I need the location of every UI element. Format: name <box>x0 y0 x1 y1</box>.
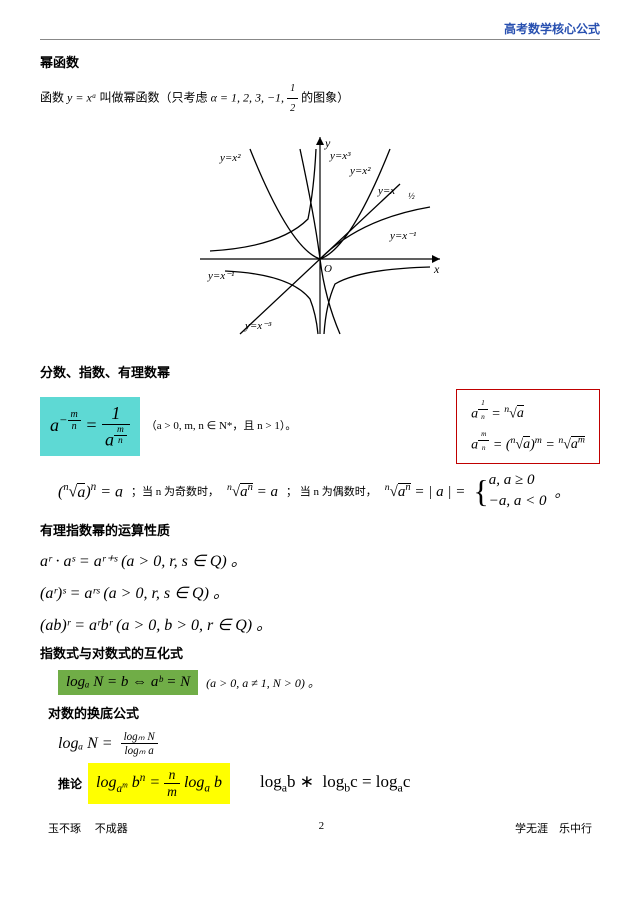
label-yxm1-left: y=x⁻¹ <box>207 270 234 282</box>
footer-page-num: 2 <box>319 820 325 836</box>
exp-rule-1: aʳ · aˢ = aʳ⁺ˢ (a > 0, r, s ∈ Q) 。 <box>40 547 600 571</box>
power-fn-intro: 函数 y = xᵅ 叫做幂函数（只考虑 α = 1, 2, 3, −1, 1 2… <box>40 79 600 119</box>
intro-half-den: 2 <box>287 99 298 118</box>
power-fn-graph: y x O y=x² y=x⁻¹ y=x⁻³ y=x³ y=x² y=x ½ y… <box>40 129 600 344</box>
cyan-formula: a−mn = 1 amn <box>40 397 140 456</box>
axis-y-label: y <box>324 136 331 150</box>
intro-half-num: 1 <box>287 79 298 99</box>
footer-left1: 玉不琢 <box>48 823 81 835</box>
cyan-exp-n: n <box>68 421 81 432</box>
intro-prefix: 函数 <box>40 91 67 105</box>
change-base-left: logₐ N = <box>58 735 113 753</box>
intro-suffix: 的图象） <box>301 91 349 105</box>
cb-num: logₘ N <box>121 730 158 744</box>
root-power-eq: (n√a)n = a <box>58 481 123 501</box>
cyan-a: a <box>50 415 59 435</box>
cyan-den-n: n <box>114 436 127 446</box>
piece-end: 。 <box>554 481 569 502</box>
cyan-cond: （a > 0, m, n ∈ N*，且 n > 1）。 <box>146 416 297 437</box>
section-rational-exp-title: 有理指数幂的运算性质 <box>40 520 600 539</box>
footer-right1: 学无涯 <box>515 823 548 835</box>
yl-num: n <box>164 767 180 784</box>
exp-log-row: logₐ N = b ⇔ aᵇ = N (a > 0, a ≠ 1, N > 0… <box>58 670 600 695</box>
change-base-frac: logₘ N logₘ a <box>121 730 158 757</box>
corollary-label: 推论 <box>58 775 82 792</box>
cyan-exp-m: m <box>68 409 81 421</box>
label-yxm3-left: y=x⁻³ <box>244 320 272 332</box>
piece-top: a, a ≥ 0 <box>489 470 547 491</box>
exp-rule-3: (ab)ʳ = aʳbʳ (a > 0, b > 0, r ∈ Q) 。 <box>40 611 600 635</box>
intro-mid: 叫做幂函数（只考虑 <box>100 91 211 105</box>
intro-alpha: α = 1, 2, 3, −1, <box>211 91 288 105</box>
cyan-den-a: a <box>105 429 114 449</box>
section-fraction-title: 分数、指数、有理数幂 <box>40 362 600 381</box>
axis-x-label: x <box>433 262 440 276</box>
yellow-formula: logam bn = nm loga b <box>88 763 230 804</box>
page-footer: 玉不琢 不成器 2 学无涯 乐中行 <box>40 820 600 836</box>
red-line1: a1n = n√a <box>471 396 585 427</box>
cyan-num-1: 1 <box>102 403 130 425</box>
section-exp-log-title: 指数式与对数式的互化式 <box>40 643 600 662</box>
corollary-row: 推论 logam bn = nm loga b logab ∗ logbc = … <box>58 763 600 804</box>
graph-svg: y x O y=x² y=x⁻¹ y=x⁻³ y=x³ y=x² y=x ½ y… <box>190 129 450 339</box>
log-chain-formula: logab ∗ logbc = logac <box>260 772 410 795</box>
label-yx2-left: y=x² <box>219 152 241 164</box>
intro-half: 1 2 <box>287 79 298 119</box>
footer-right2: 乐中行 <box>559 823 592 835</box>
label-yxm1: y=x⁻¹ <box>389 230 416 242</box>
piecewise: { a, a ≥ 0 −a, a < 0 <box>473 470 546 512</box>
intro-formula: y = xᵅ <box>67 91 97 105</box>
green-cond: (a > 0, a ≠ 1, N > 0) 。 <box>206 674 320 691</box>
red-formula-box: a1n = n√a amn = (n√a)m = n√am <box>456 389 600 465</box>
section-change-base-title: 对数的换底公式 <box>48 703 600 722</box>
label-yxhalf: ½ <box>408 191 415 201</box>
even-formula: n√an = | a | = <box>385 482 466 501</box>
fraction-row1: a−mn = 1 amn （a > 0, m, n ∈ N*，且 n > 1）。… <box>40 389 600 465</box>
header-title: 高考数学核心公式 <box>40 20 600 40</box>
section-power-fn-title: 幂函数 <box>40 52 600 71</box>
cyan-den-m: m <box>114 425 127 436</box>
label-yx3: y=x³ <box>329 150 351 162</box>
label-yx2: y=x² <box>349 165 371 177</box>
cb-den: logₘ a <box>121 744 158 757</box>
odd-formula: n√an = a <box>227 482 278 501</box>
piece-bot: −a, a < 0 <box>489 491 547 512</box>
fraction-row2: (n√a)n = a ；当 n 为奇数时， n√an = a ； 当 n 为偶数… <box>58 470 600 512</box>
change-base-row: logₐ N = logₘ N logₘ a <box>58 730 600 757</box>
green-formula: logₐ N = b ⇔ aᵇ = N <box>58 670 198 695</box>
odd-text: ；当 n 为奇数时， <box>131 483 219 499</box>
yl-den: m <box>164 784 180 800</box>
red-line2: amn = (n√a)m = n√am <box>471 427 585 458</box>
page: 高考数学核心公式 幂函数 函数 y = xᵅ 叫做幂函数（只考虑 α = 1, … <box>0 0 640 851</box>
label-yx: y=x <box>377 185 395 197</box>
footer-left2: 不成器 <box>95 823 128 835</box>
even-text: ； 当 n 为偶数时， <box>286 483 377 499</box>
cyan-eq: = <box>85 415 102 435</box>
exp-rule-2: (aʳ)ˢ = aʳˢ (a > 0, r, s ∈ Q) 。 <box>40 579 600 603</box>
origin-label: O <box>324 263 332 275</box>
